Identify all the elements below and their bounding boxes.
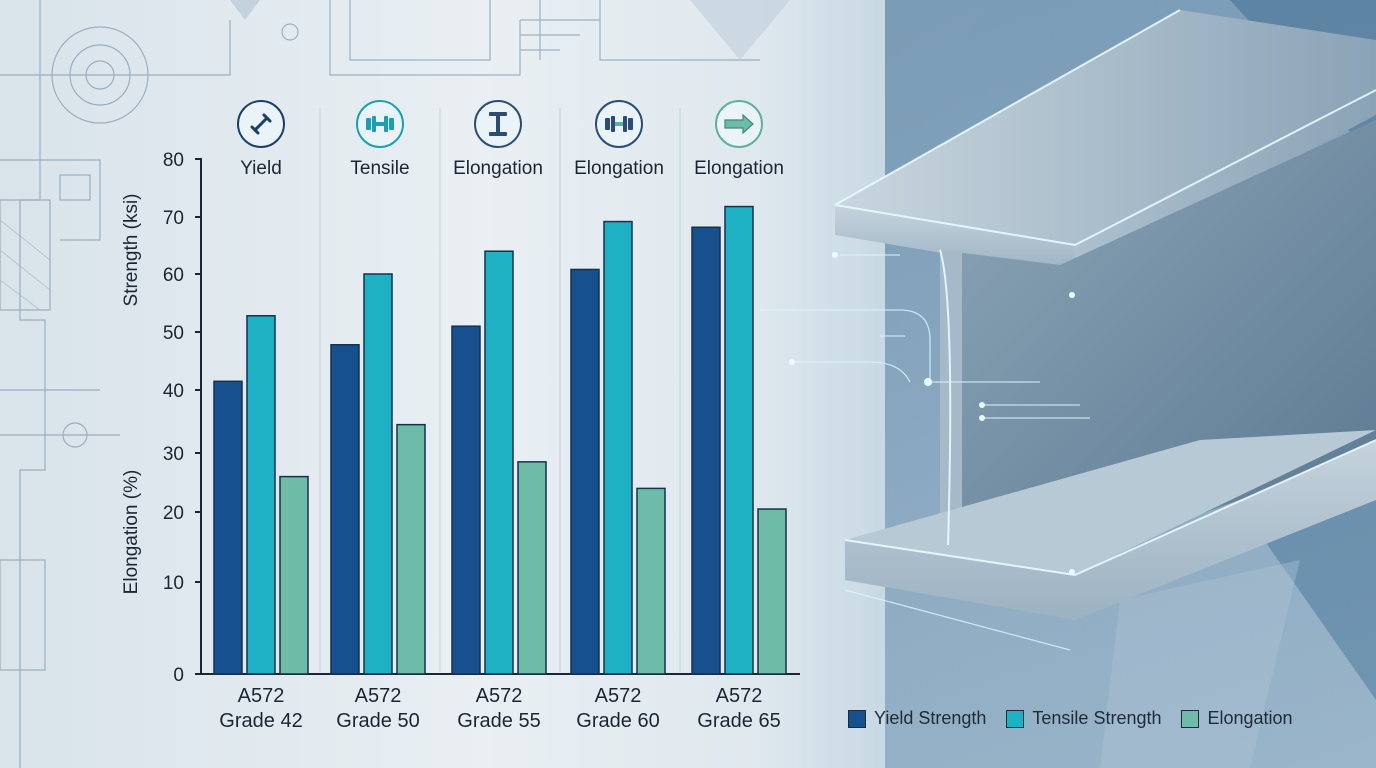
x-category-label: Grade 42 <box>219 710 302 732</box>
legend-item-yield: Yield Strength <box>848 708 986 729</box>
header-yield: Yield <box>201 100 321 180</box>
x-category-label: A572 <box>355 685 402 707</box>
bar-tensile-strength-1 <box>246 315 276 675</box>
bar-elongation-2 <box>396 423 426 675</box>
y-axis-label-elongation: Elongation (%) <box>121 470 142 595</box>
header-label: Tensile <box>350 158 410 179</box>
bar-yield-strength-5 <box>691 226 721 675</box>
y-tick-label: 50 <box>163 323 184 344</box>
x-category-label: Grade 50 <box>336 710 419 732</box>
bar-yield-strength-1 <box>213 380 243 675</box>
x-category-label: Grade 55 <box>457 710 540 732</box>
header-label: Yield <box>240 158 282 179</box>
header-elongation-1: Elongation <box>438 100 558 180</box>
header-tensile: Tensile <box>320 100 440 180</box>
y-axis-label-strength: Strength (ksi) <box>121 194 142 307</box>
x-category-label: A572 <box>595 685 642 707</box>
legend-item-elongation: Elongation <box>1181 708 1293 729</box>
bar-tensile-strength-4 <box>603 220 633 675</box>
chart-legend: Yield Strength Tensile Strength Elongati… <box>848 708 1293 729</box>
bar-tensile-strength-5 <box>724 205 754 675</box>
y-tick-label: 60 <box>163 265 184 286</box>
y-tick-label: 70 <box>163 208 184 229</box>
bar-elongation-4 <box>636 487 666 675</box>
dumbbell-icon <box>595 100 643 148</box>
bar-elongation-3 <box>517 461 547 675</box>
legend-label: Tensile Strength <box>1032 708 1162 728</box>
y-tick-label: 20 <box>163 503 184 524</box>
bar-tensile-strength-2 <box>363 273 393 675</box>
bar-tensile-strength-3 <box>484 250 514 675</box>
x-category-label: Grade 60 <box>576 710 659 732</box>
legend-swatch <box>1006 709 1025 728</box>
x-category-label: Grade 65 <box>697 710 780 732</box>
bar-yield-strength-2 <box>330 344 360 675</box>
legend-label: Yield Strength <box>874 708 987 728</box>
legend-swatch <box>1181 709 1200 728</box>
legend-item-tensile: Tensile Strength <box>1006 708 1161 729</box>
y-tick-label: 80 <box>163 150 184 171</box>
bar-yield-strength-4 <box>570 268 600 675</box>
header-elongation-2: Elongation <box>559 100 679 180</box>
y-tick-label: 0 <box>173 665 184 686</box>
header-label: Elongation <box>453 158 543 179</box>
header-elongation-3: Elongation <box>679 100 799 180</box>
y-tick-label: 30 <box>163 444 184 465</box>
y-tick-label: 40 <box>163 381 184 402</box>
header-label: Elongation <box>694 158 784 179</box>
legend-label: Elongation <box>1207 708 1293 728</box>
bar-elongation-5 <box>757 508 787 675</box>
header-label: Elongation <box>574 158 664 179</box>
bar-elongation-1 <box>279 475 309 675</box>
x-category-label: A572 <box>238 685 285 707</box>
wrench-icon <box>237 100 285 148</box>
i-beam-icon <box>474 100 522 148</box>
dumbbell-icon <box>356 100 404 148</box>
x-category-label: A572 <box>476 685 523 707</box>
legend-swatch <box>848 709 866 728</box>
y-tick-label: 10 <box>163 573 184 594</box>
bar-yield-strength-3 <box>451 325 481 675</box>
x-category-label: A572 <box>716 685 763 707</box>
arrow-right-icon <box>715 100 763 148</box>
